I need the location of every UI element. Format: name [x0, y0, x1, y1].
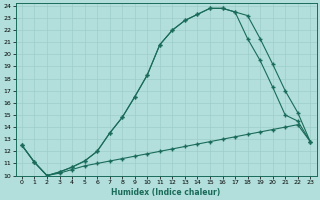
- X-axis label: Humidex (Indice chaleur): Humidex (Indice chaleur): [111, 188, 221, 197]
